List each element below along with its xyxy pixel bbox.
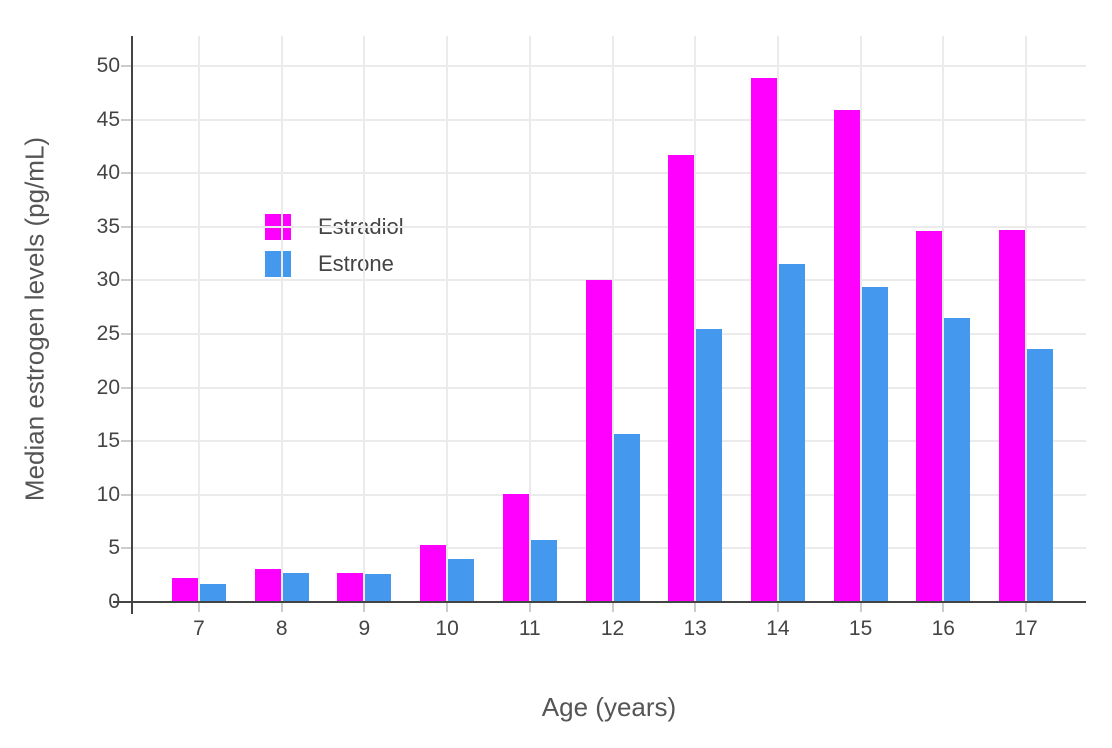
x-tick-label: 17 (1014, 617, 1038, 640)
x-gridline (280, 36, 283, 602)
bar-estrone-age-17 (1027, 349, 1053, 602)
bar-estradiol-age-13 (668, 154, 695, 602)
y-tick-label: 20 (96, 375, 120, 399)
bar-estrone-age-8 (282, 573, 309, 602)
x-tick-label: 10 (435, 617, 459, 640)
y-tick-mark (121, 65, 132, 67)
legend: Estradiol Estrone (265, 214, 404, 277)
x-gridline (198, 36, 200, 602)
y-tick-label: 45 (96, 107, 120, 131)
x-tick-label: 7 (193, 617, 205, 640)
bar-estradiol-age-14 (750, 77, 777, 602)
x-tick-mark (198, 602, 200, 612)
bar-estrone-age-10 (448, 559, 475, 602)
bar-estradiol-age-8 (254, 568, 281, 602)
bar-estrone-age-12 (613, 433, 640, 602)
y-axis-line (131, 36, 133, 614)
x-tick-label: 13 (683, 617, 707, 640)
bar-estradiol-age-9 (337, 573, 364, 602)
bar-estradiol-age-11 (502, 493, 529, 602)
bar-estrone-age-11 (530, 539, 557, 602)
x-tick-mark (363, 602, 366, 612)
bar-estradiol-age-10 (420, 545, 447, 602)
y-tick-mark (121, 547, 132, 550)
bar-estrone-age-15 (861, 286, 888, 602)
x-tick-label: 14 (766, 617, 790, 640)
x-gridline (363, 36, 366, 602)
y-gridline (133, 172, 1086, 175)
y-tick-mark (121, 493, 132, 496)
y-tick-label: 40 (96, 161, 120, 185)
x-gridline (1025, 36, 1027, 602)
y-tick-label: 5 (108, 536, 120, 560)
x-gridline (859, 36, 862, 602)
x-gridline (528, 36, 531, 602)
x-tick-mark (280, 602, 283, 612)
bar-estrone-age-16 (944, 317, 971, 602)
bar-estradiol-age-17 (999, 230, 1025, 602)
bar-estradiol-age-7 (172, 578, 198, 602)
estrone-swatch-icon (265, 251, 291, 277)
y-tick-mark (121, 440, 132, 443)
x-tick-mark (528, 602, 531, 612)
bar-estradiol-age-12 (585, 280, 612, 602)
x-gridline (611, 36, 614, 602)
y-tick-mark (121, 172, 132, 175)
bar-estrone-age-13 (696, 328, 723, 602)
bar-estrone-age-14 (778, 264, 805, 602)
x-tick-mark (1025, 602, 1027, 612)
bar-estrone-age-9 (365, 574, 392, 602)
x-tick-label: 12 (600, 617, 625, 640)
y-tick-mark (121, 225, 132, 228)
y-tick-mark (121, 279, 132, 282)
bar-estrone-age-7 (200, 583, 226, 602)
x-tick-mark (859, 602, 862, 612)
x-tick-mark (776, 602, 779, 612)
y-tick-label: 30 (96, 268, 120, 292)
y-gridline (133, 118, 1086, 121)
x-gridline (446, 36, 449, 602)
x-gridline (694, 36, 697, 602)
x-tick-label: 11 (518, 617, 541, 640)
y-gridline (133, 225, 1086, 228)
y-tick-label: 50 (96, 54, 120, 77)
y-tick-label: 10 (96, 482, 120, 506)
y-tick-label: 35 (96, 214, 120, 238)
x-tick-mark (942, 602, 945, 612)
legend-item-estrone: Estrone (265, 251, 404, 277)
x-tick-label: 9 (358, 617, 371, 640)
x-axis-title: Age (years) (541, 692, 677, 722)
legend-label-estrone: Estrone (318, 251, 394, 276)
x-tick-label: 15 (848, 617, 873, 640)
x-gridline (776, 36, 779, 602)
y-gridline (133, 65, 1086, 67)
y-tick-mark (121, 333, 132, 335)
bar-estradiol-age-15 (833, 109, 860, 602)
x-tick-mark (694, 602, 697, 612)
y-tick-label: 15 (96, 429, 120, 453)
x-tick-mark (611, 602, 614, 612)
bar-estradiol-age-16 (916, 231, 943, 602)
x-gridline (942, 36, 945, 602)
y-tick-label: 0 (40, 589, 120, 615)
x-tick-label: 16 (931, 617, 955, 640)
x-axis-line (113, 601, 1086, 603)
x-tick-mark (446, 602, 449, 612)
y-tick-mark (121, 118, 132, 121)
y-tick-label: 25 (96, 322, 120, 345)
y-tick-mark (121, 386, 132, 389)
x-tick-label: 8 (275, 617, 288, 640)
